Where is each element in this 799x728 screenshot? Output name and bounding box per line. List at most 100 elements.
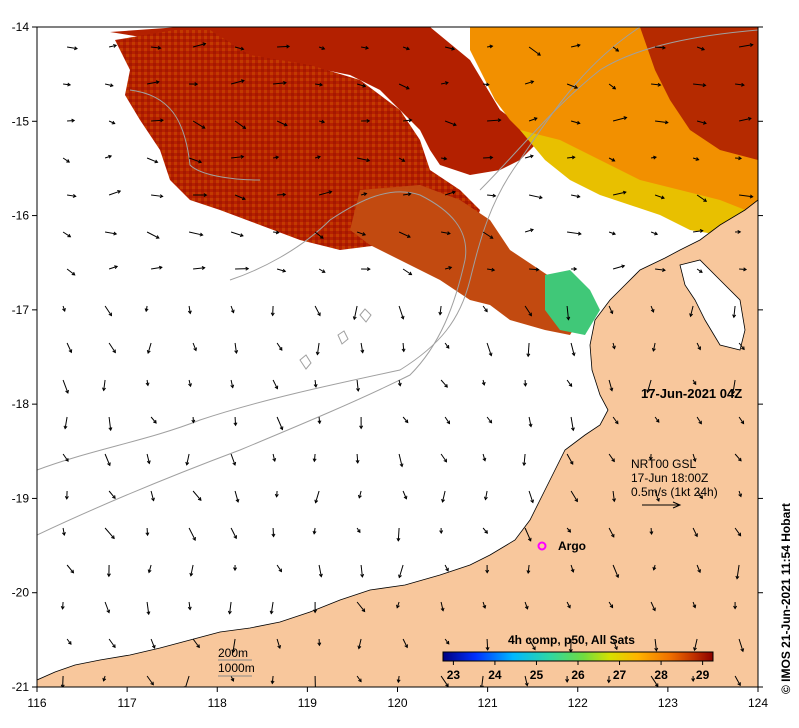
current-vector-head <box>740 420 745 425</box>
current-vector <box>108 416 112 431</box>
current-vector <box>481 675 484 687</box>
current-vector <box>234 46 244 50</box>
current-vector <box>104 527 115 539</box>
current-vector <box>696 268 703 273</box>
current-vector-head <box>275 155 280 160</box>
current-vector <box>738 342 745 350</box>
current-vector-head <box>488 352 493 357</box>
current-vector <box>444 191 456 196</box>
current-vector-head <box>274 493 279 498</box>
current-vector <box>738 44 753 48</box>
current-vector <box>442 490 446 503</box>
current-vector-head <box>492 193 497 198</box>
current-vector <box>655 268 666 271</box>
current-vector-head <box>147 569 152 574</box>
current-vector <box>527 564 530 574</box>
current-vector-head <box>565 679 570 683</box>
current-vector-head <box>567 604 571 609</box>
current-scale-label: 0.5m/s (1kt 24h) <box>631 485 718 499</box>
current-vector <box>524 80 534 85</box>
current-vector-head <box>362 232 367 236</box>
current-vector <box>527 342 530 357</box>
current-vector-head <box>270 312 275 317</box>
current-vector <box>151 46 161 49</box>
current-vector <box>696 490 703 499</box>
current-vector-head <box>445 640 450 645</box>
current-vector <box>104 305 112 316</box>
axis-ticks: 116 117 118 119 120 121 122 123 124 -14 -15 -16 -17 -… <box>12 20 769 710</box>
current-vector-head <box>234 350 239 354</box>
current-vector-head <box>271 533 276 538</box>
current-vector-head <box>654 683 659 687</box>
current-vector-head <box>530 499 535 504</box>
current-vector-head <box>317 420 322 425</box>
current-vector <box>192 638 200 648</box>
current-vector <box>444 416 450 424</box>
current-vector-head <box>451 46 456 51</box>
current-vector-head <box>491 267 496 272</box>
current-vector <box>356 379 359 391</box>
current-vector <box>276 564 282 572</box>
current-vector-head <box>401 348 406 353</box>
current-vector <box>277 193 286 196</box>
current-vector <box>484 490 488 500</box>
credit-label: © IMOS 21-Jun-2021 11:54 Hobart <box>779 503 793 694</box>
current-vector <box>570 564 574 573</box>
current-vector-head <box>356 387 360 392</box>
current-vector <box>188 379 192 387</box>
current-vector-head <box>441 498 445 503</box>
current-vector-head <box>352 316 357 321</box>
current-vector <box>444 342 450 349</box>
current-vector-head <box>568 383 573 388</box>
lat-tick-label: -19 <box>12 491 30 505</box>
current-vector-head <box>698 420 702 425</box>
colorbar-tick-label: 23 <box>447 668 461 682</box>
current-vector <box>693 83 706 86</box>
current-vector <box>398 379 401 386</box>
current-vector <box>440 231 451 235</box>
current-vector <box>696 46 705 51</box>
current-vector-head <box>112 644 116 649</box>
current-vector <box>146 601 150 615</box>
current-vector-head <box>61 532 66 536</box>
current-vector <box>612 265 625 270</box>
current-vector <box>440 601 444 611</box>
current-vector <box>151 266 162 270</box>
current-vector <box>739 268 747 271</box>
current-vector <box>62 527 65 536</box>
lon-tick-label: 117 <box>118 696 137 710</box>
current-vector-head <box>233 535 237 540</box>
current-vector-head <box>233 567 238 572</box>
current-vector-head <box>366 267 371 272</box>
current-vector <box>566 601 571 609</box>
current-vector <box>693 638 698 651</box>
current-vector-head <box>187 310 192 315</box>
current-vector-head <box>396 604 400 609</box>
current-vector <box>398 157 405 162</box>
king-sound-inlet <box>679 259 746 351</box>
lat-tick-label: -14 <box>12 20 30 34</box>
current-vector <box>318 268 326 273</box>
current-vector-head <box>528 312 532 317</box>
current-vector <box>356 601 366 612</box>
current-vector-head <box>621 264 626 269</box>
lat-tick-label: -20 <box>12 586 30 600</box>
current-vector-head <box>146 611 151 616</box>
current-vector <box>356 675 362 682</box>
current-vector-head <box>71 271 76 276</box>
current-vector <box>486 342 492 356</box>
current-vector <box>444 564 449 572</box>
current-vector-head <box>697 569 702 574</box>
current-vector <box>482 231 494 239</box>
current-vector <box>188 157 202 163</box>
current-vector <box>487 194 496 197</box>
current-vector-head <box>654 647 659 652</box>
current-vector-head <box>615 48 620 52</box>
isobath-legend-1000m: 1000m <box>218 661 255 675</box>
lat-tick-label: -18 <box>12 397 30 411</box>
current-vector-head <box>277 645 282 650</box>
current-vector-head <box>400 315 405 320</box>
current-vector <box>608 305 613 314</box>
current-vector <box>315 490 320 503</box>
current-vector-head <box>67 82 72 87</box>
